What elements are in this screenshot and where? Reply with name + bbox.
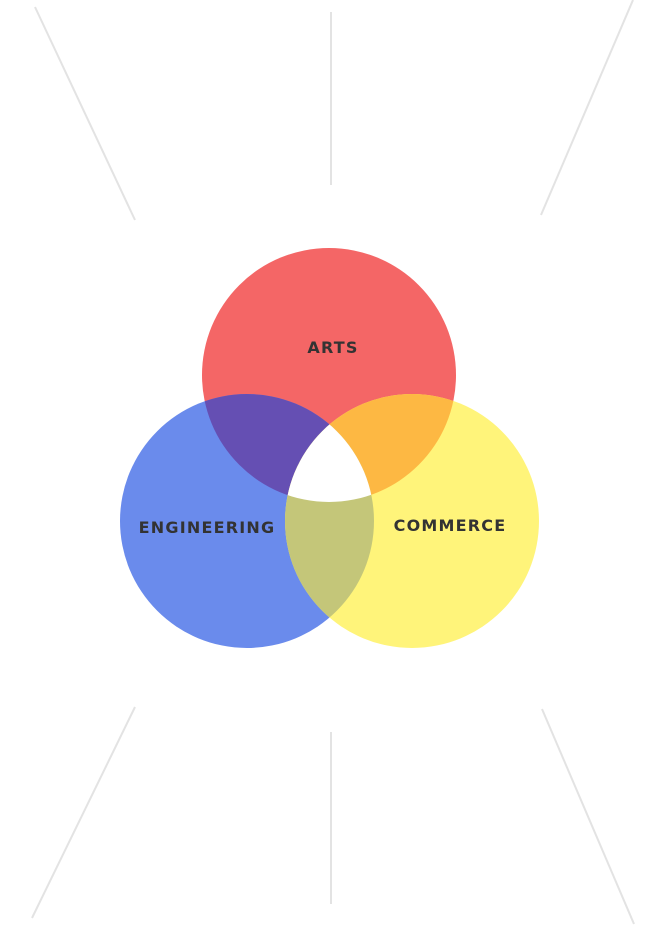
guide-line-bottom-left bbox=[31, 706, 136, 919]
arts-label: ARTS bbox=[307, 338, 358, 357]
engineering-label: ENGINEERING bbox=[139, 518, 276, 537]
guide-line-bottom-right bbox=[541, 708, 635, 925]
guide-line-top-right bbox=[540, 0, 634, 216]
guide-lines bbox=[31, 0, 635, 925]
commerce-label: COMMERCE bbox=[394, 516, 507, 535]
guide-line-top-left bbox=[34, 6, 136, 221]
all-three-overlap bbox=[285, 394, 374, 502]
